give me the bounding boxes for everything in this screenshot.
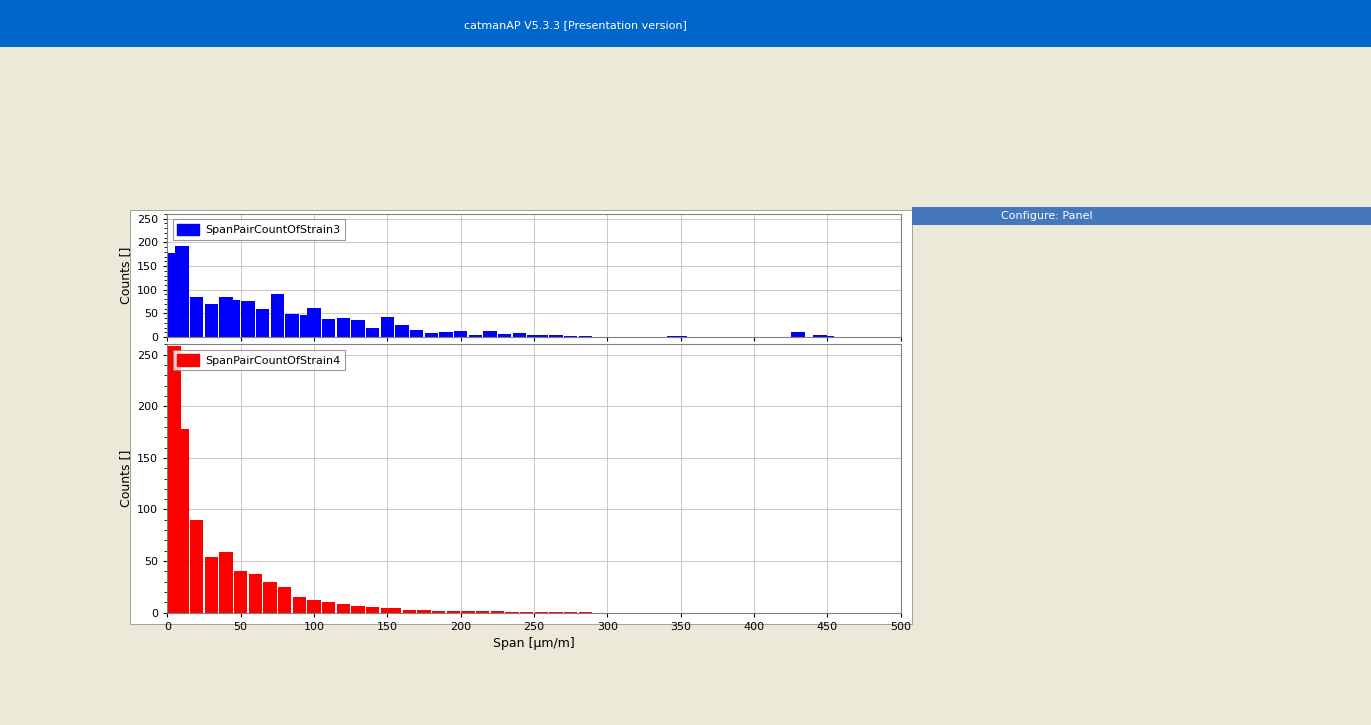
Bar xyxy=(535,335,548,337)
Bar xyxy=(130,210,912,624)
Bar xyxy=(322,602,336,613)
Bar xyxy=(417,610,430,613)
Bar xyxy=(278,587,291,613)
Bar xyxy=(563,336,577,337)
Bar xyxy=(191,520,203,613)
Bar xyxy=(175,246,189,337)
Bar xyxy=(388,608,402,613)
Bar xyxy=(462,610,474,613)
Bar xyxy=(439,332,452,337)
Bar xyxy=(307,307,321,337)
Legend: SpanPairCountOfStrain4: SpanPairCountOfStrain4 xyxy=(173,350,344,370)
Bar xyxy=(520,612,533,613)
Bar xyxy=(0,47,1371,76)
Bar xyxy=(403,610,415,613)
Bar xyxy=(0,188,919,207)
Bar xyxy=(395,326,409,337)
Bar xyxy=(912,207,1371,225)
Bar xyxy=(410,330,424,337)
Bar xyxy=(550,612,562,613)
Bar xyxy=(169,253,181,337)
Bar xyxy=(285,315,299,337)
Bar xyxy=(204,304,218,337)
Bar xyxy=(579,612,592,613)
Bar xyxy=(813,335,827,337)
Bar xyxy=(469,335,483,337)
Bar xyxy=(484,331,496,337)
Legend: SpanPairCountOfStrain3: SpanPairCountOfStrain3 xyxy=(173,220,344,240)
Text: catmanAP V5.3.3 [Presentation version]: catmanAP V5.3.3 [Presentation version] xyxy=(465,20,687,30)
Bar xyxy=(476,610,489,613)
Bar xyxy=(579,336,592,337)
Bar xyxy=(263,581,277,613)
Y-axis label: Counts []: Counts [] xyxy=(118,247,132,304)
Bar xyxy=(506,612,518,613)
Bar xyxy=(337,605,350,613)
Text: Configure: Panel: Configure: Panel xyxy=(1001,211,1093,221)
Bar xyxy=(292,597,306,613)
Bar xyxy=(498,334,511,337)
Bar xyxy=(454,331,468,337)
Bar xyxy=(219,552,233,613)
Bar xyxy=(219,297,233,337)
Bar xyxy=(337,318,350,337)
Bar xyxy=(491,610,505,613)
Bar xyxy=(234,571,247,613)
Bar xyxy=(256,309,269,337)
Bar xyxy=(0,0,1371,47)
Bar xyxy=(912,207,1371,623)
Bar xyxy=(432,610,446,613)
Bar xyxy=(563,612,577,613)
Bar xyxy=(307,600,321,613)
Bar xyxy=(425,334,437,337)
Bar xyxy=(270,294,284,337)
Bar xyxy=(513,334,526,337)
Bar xyxy=(528,335,540,337)
Bar xyxy=(675,336,687,337)
Bar xyxy=(550,335,562,337)
Y-axis label: Counts []: Counts [] xyxy=(118,450,132,508)
Bar xyxy=(204,557,218,613)
Bar xyxy=(381,608,393,613)
X-axis label: Span [μm/m]: Span [μm/m] xyxy=(494,637,574,650)
Bar xyxy=(366,328,380,337)
Bar xyxy=(226,300,240,337)
Bar xyxy=(666,336,680,337)
Bar xyxy=(366,608,380,613)
Bar xyxy=(447,610,459,613)
Bar xyxy=(175,429,189,613)
Bar xyxy=(169,347,181,613)
Bar xyxy=(241,301,255,337)
Bar xyxy=(322,319,336,337)
Bar xyxy=(0,76,1371,188)
Bar xyxy=(821,336,834,337)
Bar xyxy=(191,297,203,337)
Bar xyxy=(351,320,365,337)
Bar xyxy=(791,332,805,337)
Bar xyxy=(535,612,548,613)
Bar xyxy=(381,317,393,337)
Bar xyxy=(248,574,262,613)
Bar xyxy=(351,606,365,613)
Bar xyxy=(300,315,313,337)
